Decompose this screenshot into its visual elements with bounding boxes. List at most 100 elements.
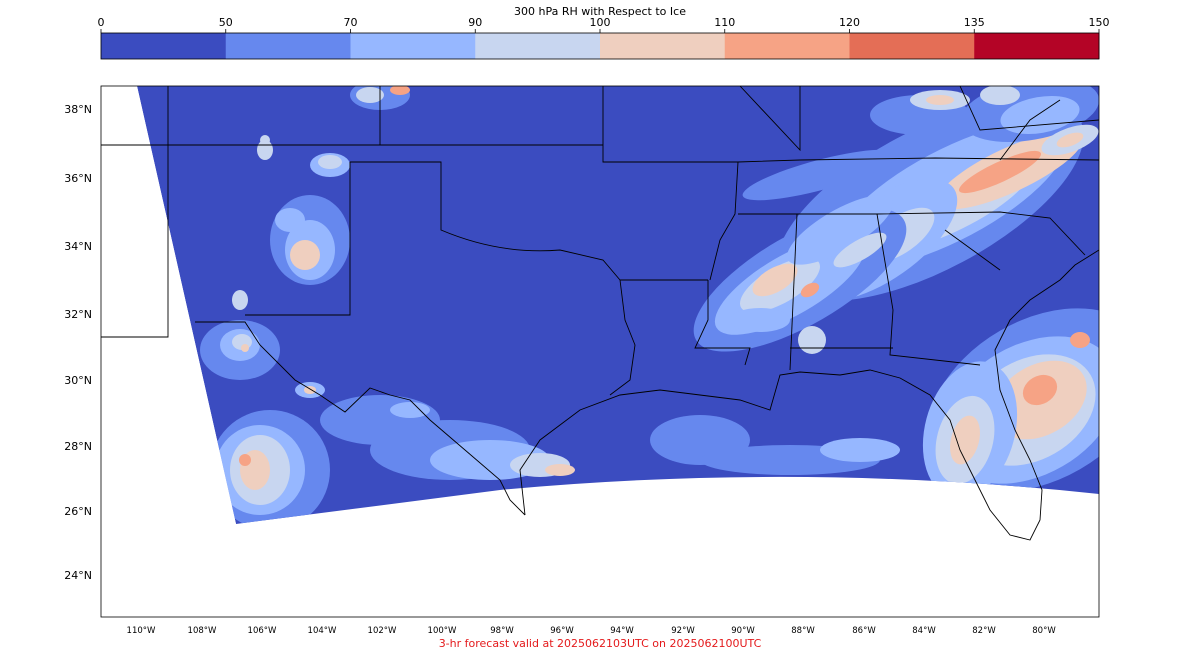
lon-label-94: 94°W (610, 626, 634, 636)
state-boundaries (101, 86, 1099, 541)
lon-label-104: 104°W (308, 626, 337, 636)
lat-label-28: 28°N (64, 440, 92, 453)
rh-contours (200, 86, 1099, 524)
colorbar-tick-label: 135 (964, 16, 985, 29)
rh-contour-area (1056, 132, 1084, 148)
boundary-line (195, 321, 526, 516)
lon-label-82: 82°W (972, 626, 996, 636)
rh-contour-area (730, 308, 790, 332)
rh-contour-area (545, 464, 575, 476)
colorbar-tick-label: 150 (1089, 16, 1110, 29)
colorbar-segment (101, 33, 227, 59)
boundary-line (959, 86, 1099, 131)
rh-contour-area (1000, 95, 1080, 135)
colorbar-segment (724, 33, 850, 59)
rh-contour-area (798, 326, 826, 354)
lat-label-32: 32°N (64, 308, 92, 321)
rh-contour-area (290, 240, 320, 270)
lat-label-36: 36°N (64, 172, 92, 185)
rh-contour-area (833, 232, 887, 268)
rh-contour-area (232, 290, 248, 310)
map-panel (101, 86, 1099, 617)
rh-contour-area (390, 86, 410, 95)
colorbar-tick-label: 0 (98, 16, 105, 29)
rh-contour-area (304, 386, 316, 394)
lon-label-106: 106°W (248, 626, 277, 636)
lat-label-26: 26°N (64, 505, 92, 518)
rh-contour-area (958, 150, 1042, 194)
colorbar-segment (849, 33, 975, 59)
colorbar-segments (101, 33, 1100, 59)
boundary-line (944, 229, 1001, 271)
lat-label-24: 24°N (64, 569, 92, 582)
colorbar-segment (475, 33, 601, 59)
lon-label-110: 110°W (127, 626, 156, 636)
rh-contour-area (926, 95, 954, 105)
colorbar: 300 hPa RH with Respect to Ice 0 50 70 90 10… (98, 5, 1110, 60)
lat-label-30: 30°N (64, 374, 92, 387)
rh-contour-area (320, 395, 440, 445)
map-frame (100, 85, 1100, 618)
lon-label-88: 88°W (791, 626, 815, 636)
rh-contour-area (820, 438, 900, 462)
colorbar-ticks: 0 50 70 90 100 110 120 135 150 (98, 16, 1110, 33)
colorbar-tick-label: 50 (219, 16, 233, 29)
rh-contour-area (260, 135, 270, 145)
colorbar-tick-label: 70 (344, 16, 358, 29)
rh-contour-area (800, 282, 820, 298)
lon-label-98: 98°W (490, 626, 514, 636)
boundary-line (738, 213, 981, 366)
colorbar-tick-label: 120 (839, 16, 860, 29)
colorbar-segment (350, 33, 476, 59)
rh-contour-area (1022, 374, 1058, 406)
boundary-line (694, 280, 751, 366)
lat-labels: 38°N 36°N 34°N 32°N 30°N 28°N 26°N 24°N (64, 103, 92, 582)
colorbar-tick-label: 100 (590, 16, 611, 29)
boundary-line (999, 99, 1061, 161)
colorbar-segment (225, 33, 351, 59)
forecast-valid-time: 3-hr forecast valid at 2025062103UTC on … (439, 637, 762, 650)
rh-contour-area (980, 86, 1020, 105)
lon-label-96: 96°W (550, 626, 574, 636)
colorbar-title: 300 hPa RH with Respect to Ice (514, 5, 686, 18)
colorbar-tick-label: 90 (468, 16, 482, 29)
colorbar-tick-label: 110 (714, 16, 735, 29)
lat-label-34: 34°N (64, 240, 92, 253)
rh-contour-area (950, 415, 980, 465)
colorbar-segment (974, 33, 1100, 59)
lat-label-38: 38°N (64, 103, 92, 116)
boundary-line (709, 161, 739, 281)
rh-contour-area (241, 344, 249, 352)
lon-label-100: 100°W (428, 626, 457, 636)
rh-contour-area (752, 263, 798, 297)
lon-label-92: 92°W (671, 626, 695, 636)
rh-contour-area (239, 454, 251, 466)
boundary-line (739, 86, 801, 152)
rh-contour-area (318, 155, 342, 169)
rh-contour-area (1070, 332, 1090, 348)
boundary-line (101, 86, 169, 338)
boundary-line (602, 86, 738, 163)
rh-contour-area (787, 195, 893, 265)
rh-contour-area (356, 87, 384, 103)
boundary-line (876, 211, 1086, 256)
lon-label-86: 86°W (852, 626, 876, 636)
lon-labels: 110°W 108°W 106°W 104°W 102°W 100°W 98°W… (127, 626, 1057, 636)
rh-contour-area (742, 149, 898, 201)
boundary-line (245, 162, 351, 316)
lon-label-84: 84°W (912, 626, 936, 636)
boundary-line (789, 213, 798, 371)
colorbar-segment (600, 33, 726, 59)
lon-label-80: 80°W (1032, 626, 1056, 636)
lon-label-90: 90°W (731, 626, 755, 636)
boundary-line (737, 157, 1099, 163)
rh-contour-area (390, 402, 430, 418)
rh-contour-area (275, 208, 305, 232)
lon-label-108: 108°W (188, 626, 217, 636)
lon-label-102: 102°W (368, 626, 397, 636)
boundary-line (519, 249, 1099, 541)
outside-domain-land (101, 86, 236, 524)
boundary-line (609, 279, 636, 396)
boundary-line (350, 161, 621, 281)
